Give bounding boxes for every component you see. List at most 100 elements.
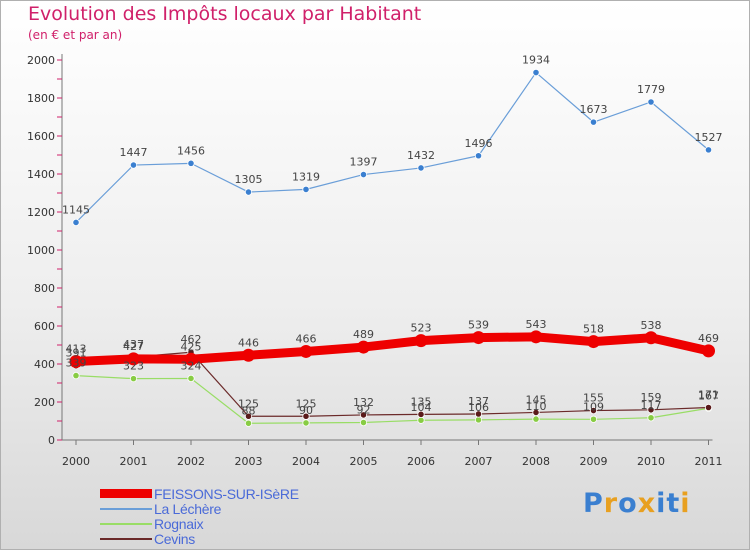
data-label: 543 [526,318,547,331]
data-label: 155 [583,392,604,405]
data-point [647,406,655,414]
data-label: 167 [698,389,719,402]
data-point [589,118,598,126]
data-label: 125 [238,397,259,410]
series-line-2 [75,374,710,424]
logo-letter: i [680,488,691,519]
y-tick-label: 200 [34,396,55,409]
data-label: 135 [411,395,432,408]
data-label: 159 [641,391,662,404]
x-tick-label: 2006 [407,455,435,468]
data-label: 446 [238,336,259,349]
y-tick-label: 2000 [27,54,55,67]
legend-label: FEISSONS-SUR-ISèRE [154,485,299,502]
data-point [129,161,138,169]
logo-letter: i [656,488,667,519]
legend-swatch [100,522,152,525]
x-tick-label: 2007 [465,455,493,468]
data-point [242,348,255,362]
data-point [702,344,715,358]
series-line-3 [75,351,710,417]
proxiti-logo: Proxiti [583,488,691,519]
y-tick-label: 1200 [27,206,55,219]
data-point [589,415,598,423]
x-tick-label: 2003 [235,455,263,468]
data-point [359,411,368,419]
data-label: 132 [353,396,374,409]
data-point [472,331,485,345]
data-label: 1432 [407,149,435,162]
y-tick-label: 1400 [27,168,55,181]
y-tick-label: 800 [34,282,55,295]
x-tick-label: 2010 [637,455,665,468]
data-point [587,335,600,349]
data-label: 462 [181,333,202,346]
data-label: 425 [181,340,202,353]
data-point [302,412,310,420]
data-label: 339 [66,357,87,370]
data-point [187,159,195,167]
x-tick-label: 2011 [695,455,723,468]
data-point [359,170,368,179]
data-point [474,416,483,424]
legend-label: Cevins [154,530,195,547]
data-label: 324 [181,359,202,372]
data-label: 1447 [120,146,148,159]
data-label: 171 [698,389,719,402]
data-label: 1934 [522,54,550,67]
data-label: 88 [242,404,256,417]
data-point [302,185,310,193]
legend-label: La Léchère [154,500,222,517]
logo-letter: r [603,488,619,519]
logo-letter: o [618,488,638,519]
data-point [529,330,543,344]
data-label: 90 [299,404,313,417]
data-point [644,331,658,345]
data-point [69,355,83,369]
data-label: 1305 [235,173,263,186]
data-point [129,375,138,383]
data-point [414,334,428,348]
data-label: 145 [526,393,547,406]
data-label: 137 [468,395,489,408]
data-label: 1319 [292,170,320,183]
data-point [417,416,425,424]
data-point [244,188,253,196]
data-point [244,419,253,427]
x-tick-label: 2009 [580,455,608,468]
data-label: 1456 [177,144,205,157]
data-point [127,352,140,366]
data-point [532,68,540,77]
data-label: 1527 [695,131,723,144]
x-tick-label: 2004 [292,455,320,468]
y-tick-label: 1000 [27,244,55,257]
data-label: 539 [468,319,489,332]
logo-letter: P [583,488,604,519]
data-label: 117 [641,399,662,412]
data-label: 466 [296,332,317,345]
data-label: 437 [123,338,144,351]
x-tick-label: 2008 [522,455,550,468]
data-point [474,410,483,418]
data-point [299,344,313,358]
data-point [647,414,655,422]
logo-letter: t [666,488,681,519]
data-point [647,98,655,106]
data-point [302,419,310,427]
chart-title: Evolution des Impôts locaux par Habitant [28,3,422,25]
data-label: 518 [583,323,604,336]
x-tick-label: 2002 [177,455,205,468]
data-label: 323 [123,360,144,373]
data-label: 106 [468,401,489,414]
data-point [72,218,80,227]
legend-item: FEISSONS-SUR-ISèRE [100,485,299,502]
data-point [474,152,483,160]
series-line-0 [71,332,713,367]
data-label: 391 [66,347,87,360]
data-point [357,340,370,354]
data-label: 109 [583,400,604,413]
data-label: 489 [353,328,374,341]
y-tick-label: 600 [34,320,55,333]
